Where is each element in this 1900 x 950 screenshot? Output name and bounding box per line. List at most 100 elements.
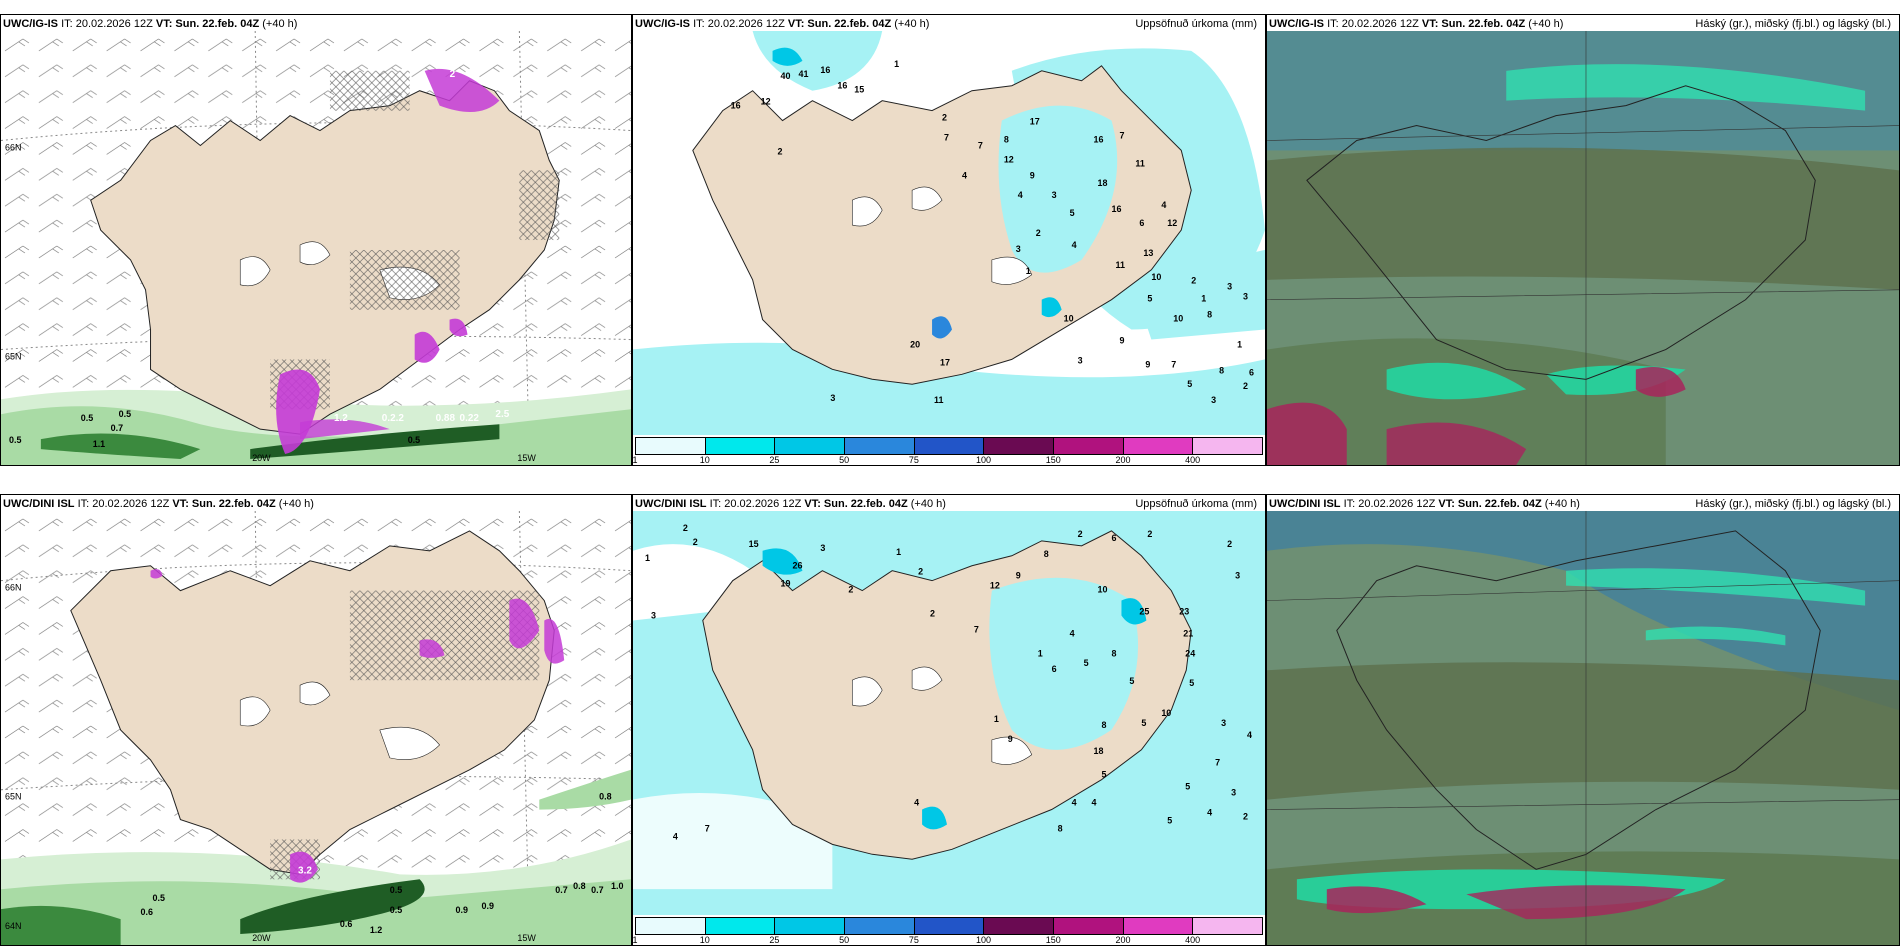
colorbar-label: 50 <box>839 455 850 465</box>
wind-map[interactable]: 66N 65N 20W 15W 0.5 0.5 0.7 0.5 1.1 0.5 … <box>1 31 631 465</box>
svg-text:4: 4 <box>673 831 678 841</box>
precip-colorbar: 1 10 25 50 75 100 150 200 400 <box>632 437 1263 465</box>
svg-text:16: 16 <box>820 65 830 75</box>
lead-time: (+40 h) <box>910 498 946 510</box>
wind-value: 0.7 <box>591 885 603 895</box>
svg-text:9: 9 <box>1008 734 1013 744</box>
precip-colorbar: 1 10 25 50 75 100 150 200 400 <box>632 917 1263 945</box>
init-time: IT: 20.02.2026 12Z <box>61 18 153 30</box>
lat-label: 66N <box>5 583 21 593</box>
svg-text:11: 11 <box>934 395 943 405</box>
svg-text:2: 2 <box>942 113 947 123</box>
svg-text:2: 2 <box>1243 381 1248 391</box>
colorbar-label: 25 <box>769 455 780 465</box>
wind-value: 1.2 <box>370 925 382 935</box>
svg-text:10: 10 <box>1173 314 1183 324</box>
svg-text:1: 1 <box>1026 266 1031 276</box>
svg-text:1: 1 <box>896 547 901 557</box>
svg-text:10: 10 <box>1098 585 1108 595</box>
wind-value: 0.5 <box>390 885 402 895</box>
svg-text:1: 1 <box>1038 648 1043 658</box>
wind-panel-row1: UWC/IG-IS IT: 20.02.2026 12Z VT: Sun. 22… <box>0 14 632 466</box>
svg-text:3: 3 <box>1016 244 1021 254</box>
cloud-map[interactable] <box>1267 31 1899 465</box>
lat-label: 66N <box>5 142 21 152</box>
valid-time: VT: Sun. 22.feb. 04Z <box>804 498 908 510</box>
lon-label: 15W <box>517 453 536 463</box>
model-name: UWC/DINI ISL <box>635 498 707 510</box>
svg-text:4: 4 <box>1070 628 1075 638</box>
svg-text:24: 24 <box>1185 648 1195 658</box>
cloud-panel-row1: UWC/IG-IS IT: 20.02.2026 12Z VT: Sun. 22… <box>1266 14 1900 466</box>
wind-value: 1.1 <box>93 439 105 449</box>
svg-text:7: 7 <box>1171 359 1176 369</box>
model-name: UWC/DINI ISL <box>3 498 75 510</box>
colorbar-label: 150 <box>1045 455 1061 465</box>
svg-text:4: 4 <box>1072 240 1077 250</box>
wind-value: 0.9 <box>456 905 468 915</box>
cloud-title: Háský (gr.), miðský (fj.bl.) og lágský (… <box>1695 18 1891 30</box>
svg-text:17: 17 <box>940 357 950 367</box>
model-name: UWC/IG-IS <box>3 18 58 30</box>
svg-text:4: 4 <box>1072 798 1077 808</box>
svg-text:5: 5 <box>1187 379 1192 389</box>
init-time: IT: 20.02.2026 12Z <box>709 498 802 510</box>
svg-text:16: 16 <box>731 101 741 111</box>
svg-text:3: 3 <box>1221 718 1226 728</box>
svg-text:16: 16 <box>1111 204 1121 214</box>
svg-text:11: 11 <box>1135 158 1144 168</box>
iceland-landmass <box>702 530 1192 860</box>
wind-panel-row2: UWC/DINI ISL IT: 20.02.2026 12Z VT: Sun.… <box>0 494 632 946</box>
svg-text:4: 4 <box>1247 730 1252 740</box>
precip-panel-row2: UWC/DINI ISL IT: 20.02.2026 12Z VT: Sun.… <box>632 494 1266 946</box>
svg-text:2: 2 <box>1243 811 1248 821</box>
model-name: UWC/IG-IS <box>635 18 690 30</box>
precip-map[interactable]: 40 41 16 16 15 1 16 12 2 2 7 17 8 16 7 1… <box>633 31 1265 435</box>
panel-header: UWC/DINI ISL IT: 20.02.2026 12Z VT: Sun.… <box>635 497 1261 511</box>
svg-text:12: 12 <box>1167 218 1177 228</box>
svg-text:8: 8 <box>1004 134 1009 144</box>
svg-text:6: 6 <box>1111 533 1116 543</box>
wind-value: 0.9 <box>481 901 493 911</box>
svg-text:8: 8 <box>1044 549 1049 559</box>
model-name: UWC/IG-IS <box>1269 18 1324 30</box>
precip-panel-row1: UWC/IG-IS IT: 20.02.2026 12Z VT: Sun. 22… <box>632 14 1266 466</box>
wind-map[interactable]: 66N 65N 64N 20W 15W 0.5 0.5 0.6 0.6 1.2 … <box>1 511 631 945</box>
svg-text:1: 1 <box>994 714 999 724</box>
wind-value: 0.5 <box>408 435 420 445</box>
wind-value: 1.0 <box>611 881 623 891</box>
cloud-panel-row2: UWC/DINI ISL IT: 20.02.2026 12Z VT: Sun.… <box>1266 494 1900 946</box>
svg-text:18: 18 <box>1094 746 1104 756</box>
svg-text:20: 20 <box>910 339 920 349</box>
lead-time: (+40 h) <box>262 18 298 30</box>
panel-header: UWC/IG-IS IT: 20.02.2026 12Z VT: Sun. 22… <box>1269 17 1895 31</box>
colorbar-label: 10 <box>699 935 710 945</box>
svg-text:9: 9 <box>1030 170 1035 180</box>
svg-text:13: 13 <box>1143 248 1153 258</box>
precip-title: Uppsöfnuð úrkoma (mm) <box>1135 18 1257 30</box>
svg-text:8: 8 <box>1102 720 1107 730</box>
svg-text:3: 3 <box>830 393 835 403</box>
valid-time: VT: Sun. 22.feb. 04Z <box>1421 18 1526 30</box>
svg-text:3: 3 <box>1052 190 1057 200</box>
colorbar-label: 50 <box>839 935 850 945</box>
colorbar-label: 100 <box>976 935 992 945</box>
svg-text:4: 4 <box>914 798 919 808</box>
precip-map[interactable]: 2 2 1 3 15 26 19 3 2 1 2 12 9 8 2 6 2 10… <box>633 511 1265 915</box>
svg-text:4: 4 <box>962 170 967 180</box>
colorbar-label: 150 <box>1045 935 1061 945</box>
precip-number-labels: 2 2 1 3 15 26 19 3 2 1 2 12 9 8 2 6 2 10… <box>645 523 1252 841</box>
svg-text:3: 3 <box>1231 788 1236 798</box>
svg-text:8: 8 <box>1219 365 1224 375</box>
svg-text:5: 5 <box>1129 676 1134 686</box>
wind-value: 0.7 <box>111 423 123 433</box>
colorbar-label: 1 <box>632 455 638 465</box>
wind-value: 0.8 <box>573 881 585 891</box>
svg-text:2: 2 <box>683 523 688 533</box>
colorbar-label: 1 <box>632 935 638 945</box>
svg-text:4: 4 <box>1207 807 1212 817</box>
valid-time: VT: Sun. 22.feb. 04Z <box>172 498 276 510</box>
cloud-map[interactable] <box>1267 511 1899 945</box>
svg-text:2: 2 <box>778 146 783 156</box>
svg-text:7: 7 <box>978 140 983 150</box>
